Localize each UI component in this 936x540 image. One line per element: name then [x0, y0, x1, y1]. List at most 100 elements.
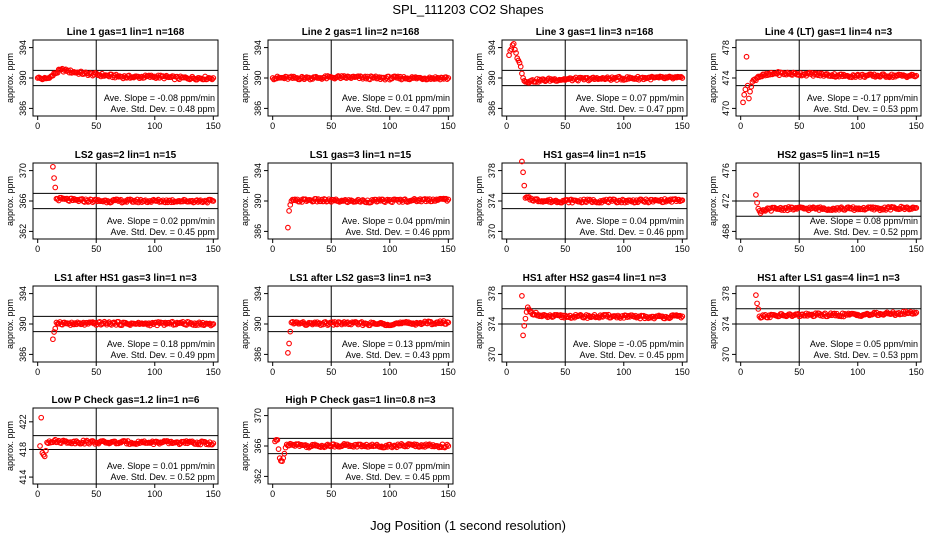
panel-title: Line 2 gas=1 lin=2 n=168: [302, 27, 420, 38]
y-tick-label: 386: [253, 224, 263, 239]
x-tick-label: 100: [616, 244, 631, 254]
chart-panel: Line 1 gas=1 lin=1 n=168 0 50 100 150 386 390 3…: [5, 27, 221, 131]
stddev-stat: Ave. Std. Dev. = 0.53 ppm: [814, 104, 918, 114]
data-point: [519, 293, 525, 299]
data-point: [753, 292, 759, 298]
x-tick-label: 50: [560, 121, 570, 131]
data-point: [612, 313, 619, 320]
x-tick-label: 100: [616, 121, 631, 131]
data-point: [285, 224, 291, 231]
series-points: [50, 318, 217, 343]
x-tick-label: 0: [738, 367, 743, 377]
data-point: [522, 315, 529, 322]
x-tick-label: 50: [794, 121, 804, 131]
panel-title: LS1 after LS2 gas=3 lin=1 n=3: [290, 273, 432, 284]
data-point: [753, 192, 759, 198]
stddev-stat: Ave. Std. Dev. = 0.48 ppm: [111, 104, 215, 114]
data-point: [208, 196, 214, 203]
x-tick-label: 50: [326, 489, 336, 499]
data-point: [521, 182, 528, 189]
data-point: [608, 196, 614, 203]
series-points: [519, 158, 686, 206]
x-tick-label: 0: [35, 121, 40, 131]
x-tick-label: 0: [35, 244, 40, 254]
y-axis-label: approx. ppm: [708, 299, 718, 349]
x-tick-label: 150: [675, 121, 690, 131]
data-point: [52, 325, 59, 332]
chart-panel: HS2 gas=5 lin=1 n=15 0 50 100 150 468 472 476ap…: [708, 150, 924, 254]
y-axis-label: approx. ppm: [5, 176, 15, 226]
x-tick-label: 100: [382, 244, 397, 254]
data-point: [444, 76, 450, 82]
data-point: [341, 441, 347, 447]
y-axis-label: approx. ppm: [474, 299, 484, 349]
y-tick-label: 390: [18, 70, 28, 85]
panel-title: Line 4 (LT) gas=1 lin=4 n=3: [765, 27, 893, 38]
data-point: [317, 75, 324, 81]
y-axis-label: approx. ppm: [5, 421, 15, 471]
panel-title: High P Check gas=1 lin=0.8 n=3: [285, 395, 436, 406]
slope-stat: Ave. Slope = 0.13 ppm/min: [342, 339, 450, 349]
data-point: [519, 158, 525, 165]
y-tick-label: 394: [18, 286, 28, 301]
x-tick-label: 150: [675, 367, 690, 377]
y-tick-label: 386: [487, 101, 497, 116]
x-tick-label: 150: [441, 489, 456, 499]
x-tick-label: 100: [147, 121, 162, 131]
y-tick-label: 370: [18, 163, 28, 178]
data-point: [300, 74, 306, 81]
data-point: [877, 207, 883, 214]
data-point: [407, 320, 414, 326]
panel-title: HS1 after HS2 gas=4 lin=1 n=3: [523, 273, 667, 284]
slope-stat: Ave. Slope = 0.07 ppm/min: [342, 461, 450, 471]
x-tick-label: 150: [909, 244, 924, 254]
data-point: [569, 314, 576, 321]
x-tick-label: 50: [91, 367, 101, 377]
data-point: [285, 350, 291, 356]
data-point: [50, 336, 56, 343]
chart-panel: LS1 after HS1 gas=3 lin=1 n=3 0 50 100 150 38…: [5, 273, 221, 377]
data-point: [286, 208, 292, 214]
plot-frame: [32, 407, 219, 485]
slope-stat: Ave. Slope = 0.07 ppm/min: [576, 93, 684, 103]
data-point: [818, 311, 825, 318]
y-axis-label: approx. ppm: [708, 176, 718, 226]
data-point: [317, 322, 324, 328]
y-tick-label: 386: [18, 101, 28, 116]
data-point: [40, 451, 47, 458]
stddev-stat: Ave. Std. Dev. = 0.45 ppm: [580, 350, 684, 360]
y-tick-label: 370: [253, 408, 263, 423]
slope-stat: Ave. Slope = -0.05 ppm/min: [573, 339, 684, 349]
data-point: [38, 414, 45, 421]
y-tick-label: 386: [18, 347, 28, 362]
series-points: [37, 414, 217, 460]
panel-title: LS1 gas=3 lin=1 n=15: [310, 150, 412, 161]
y-tick-label: 378: [487, 286, 497, 301]
data-point: [209, 76, 215, 83]
data-point: [520, 169, 526, 176]
x-tick-label: 50: [794, 244, 804, 254]
y-tick-label: 478: [721, 40, 731, 55]
x-tick-label: 150: [441, 367, 456, 377]
data-point: [743, 53, 750, 60]
y-tick-label: 390: [18, 316, 28, 331]
data-point: [747, 88, 753, 95]
data-point: [516, 59, 523, 66]
stddev-stat: Ave. Std. Dev. = 0.43 ppm: [346, 350, 450, 360]
x-tick-label: 0: [270, 121, 275, 131]
x-tick-label: 0: [504, 121, 509, 131]
slope-stat: Ave. Slope = -0.17 ppm/min: [807, 93, 918, 103]
y-tick-label: 414: [18, 470, 28, 485]
slope-stat: Ave. Slope = -0.08 ppm/min: [104, 93, 215, 103]
panel-title: LS2 gas=2 lin=1 n=15: [75, 150, 177, 161]
data-point: [744, 82, 751, 89]
y-tick-label: 362: [253, 469, 263, 484]
y-tick-label: 370: [721, 347, 731, 362]
data-point: [741, 91, 748, 98]
x-tick-label: 50: [91, 489, 101, 499]
data-point: [170, 73, 177, 80]
data-point: [911, 309, 917, 316]
y-tick-label: 374: [721, 316, 731, 331]
chart-panel: LS1 gas=3 lin=1 n=15 0 50 100 150 386 390 394ap…: [240, 150, 456, 254]
slope-stat: Ave. Slope = 0.01 ppm/min: [342, 93, 450, 103]
